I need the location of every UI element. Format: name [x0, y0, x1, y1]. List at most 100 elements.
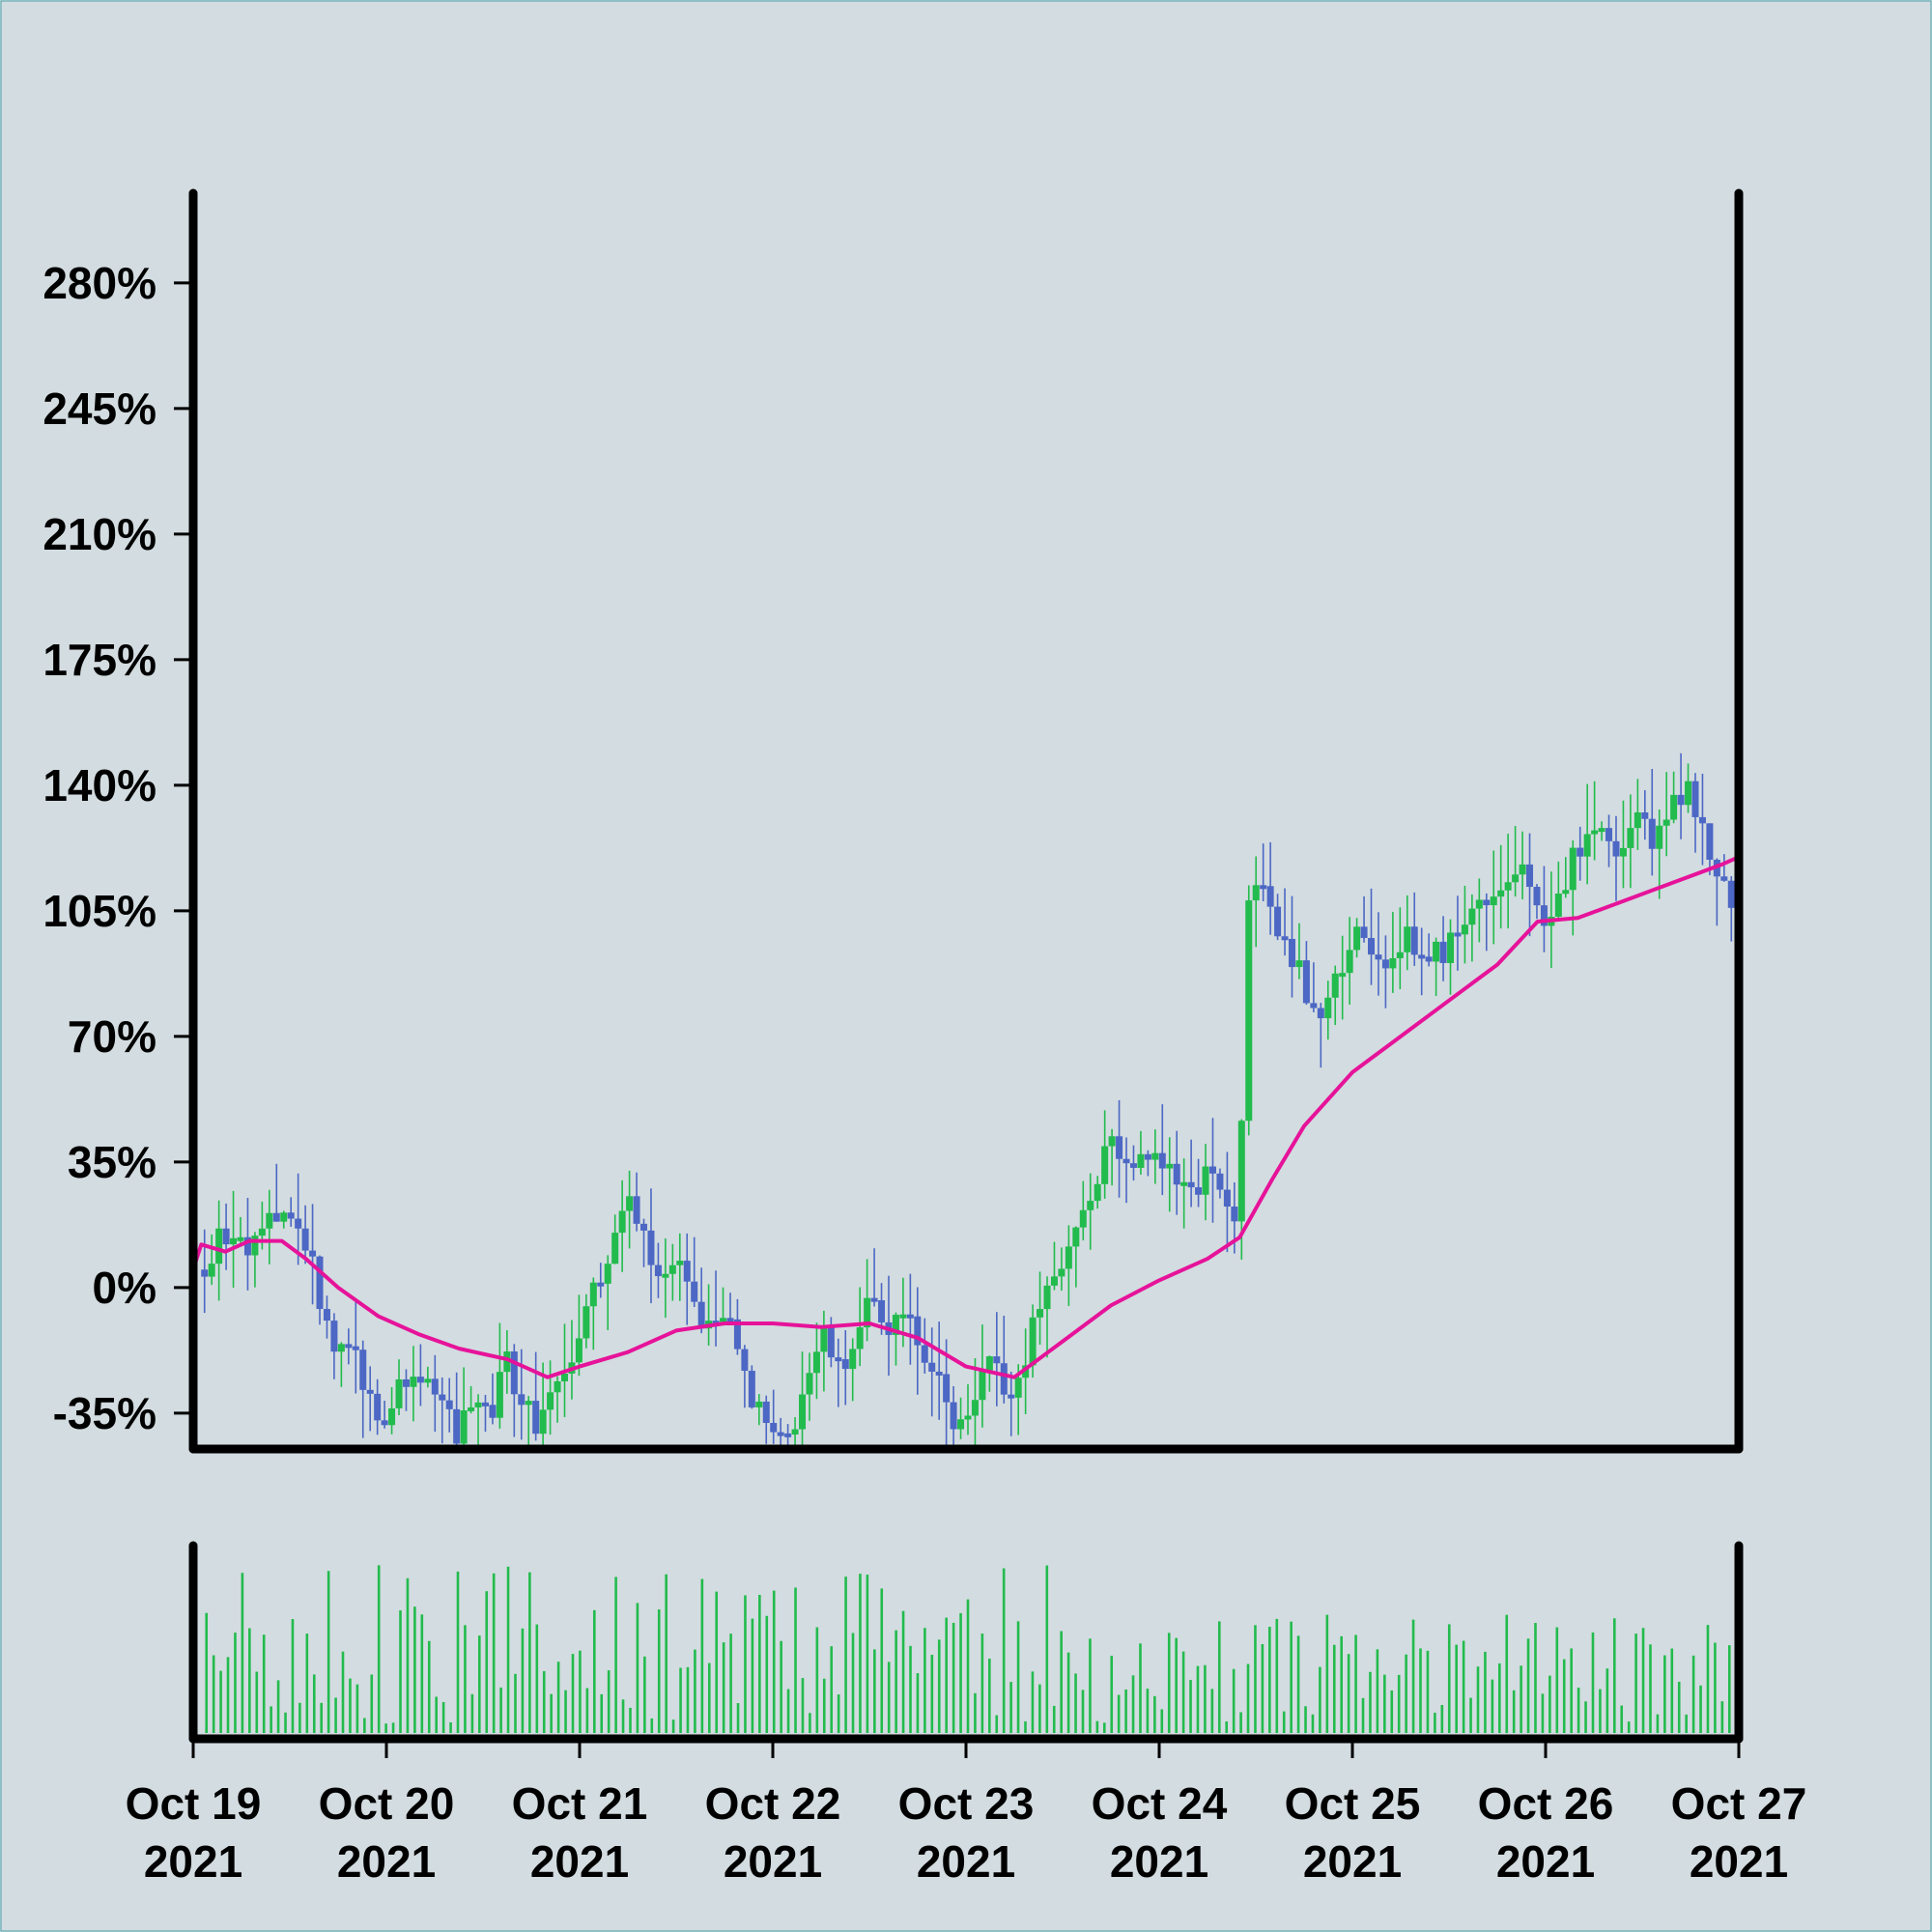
candle-body	[1050, 1276, 1058, 1286]
candle-body	[1137, 1153, 1145, 1168]
volume-bar	[786, 1689, 790, 1733]
volume-bar	[1045, 1565, 1049, 1733]
volume-bar	[535, 1624, 539, 1733]
volume-bar	[1024, 1720, 1027, 1733]
volume-bar	[851, 1633, 855, 1733]
volume-bar	[1383, 1674, 1386, 1733]
volume-bar	[255, 1671, 259, 1733]
volume-bar	[1369, 1671, 1372, 1733]
candle-body	[1065, 1246, 1072, 1269]
volume-bar	[1714, 1642, 1717, 1733]
volume-bar	[341, 1651, 345, 1733]
candle-body	[1029, 1317, 1037, 1366]
candle-body	[1295, 960, 1303, 968]
volume-bar	[1175, 1637, 1178, 1733]
volume-bar	[1512, 1690, 1516, 1733]
candle-body	[812, 1351, 820, 1374]
candle-body	[985, 1356, 993, 1372]
volume-bar	[614, 1577, 617, 1733]
candle-body	[1670, 794, 1678, 820]
candle-body	[243, 1236, 251, 1256]
candle-body	[402, 1378, 410, 1387]
volume-bar	[556, 1662, 560, 1733]
candle-body	[597, 1282, 605, 1287]
volume-bar	[636, 1603, 639, 1733]
volume-bar	[988, 1658, 991, 1733]
volume-bar	[1649, 1644, 1652, 1733]
candle-body	[1237, 1121, 1245, 1222]
candle-body	[1569, 847, 1577, 891]
candle-body	[1058, 1268, 1065, 1277]
candle-body	[1346, 950, 1353, 974]
candle-body	[445, 1400, 453, 1409]
volume-bar	[349, 1678, 352, 1733]
candle-body	[1266, 886, 1274, 907]
x-tick-label-date: Oct 21	[512, 1778, 648, 1829]
y-tick-label: 0%	[93, 1263, 156, 1313]
candle-body	[352, 1346, 359, 1350]
volume-bar	[1498, 1662, 1501, 1733]
volume-bar	[780, 1640, 782, 1733]
candle-body	[1727, 880, 1735, 908]
candle-body	[345, 1344, 353, 1349]
volume-bar	[1634, 1634, 1637, 1733]
volume-bar	[499, 1687, 502, 1733]
volume-bar	[1620, 1705, 1624, 1733]
volume-bar	[1009, 1682, 1012, 1733]
volume-bar	[1397, 1674, 1401, 1733]
volume-bar	[571, 1654, 575, 1733]
candle-body	[1252, 885, 1260, 901]
volume-bar	[665, 1574, 668, 1733]
volume-bar	[1663, 1655, 1666, 1733]
volume-bar	[1491, 1679, 1494, 1733]
candle-body	[1404, 926, 1411, 952]
volume-bar	[234, 1633, 237, 1733]
volume-bar	[363, 1718, 366, 1733]
volume-bar	[592, 1609, 596, 1733]
candle-body	[374, 1393, 382, 1421]
x-tick-label-date: Oct 27	[1671, 1778, 1807, 1829]
candle-body	[1418, 954, 1426, 959]
volume-bar	[1562, 1659, 1566, 1733]
volume-bar	[1254, 1625, 1257, 1733]
volume-bar	[1095, 1720, 1099, 1733]
candle-body	[1634, 811, 1641, 829]
y-tick-label: 280%	[43, 258, 156, 308]
volume-bar	[1605, 1668, 1609, 1733]
volume-bar	[1074, 1673, 1077, 1733]
candle-body	[1317, 1008, 1324, 1019]
volume-bar	[1548, 1675, 1551, 1733]
volume-bar	[1290, 1621, 1293, 1733]
volume-bar	[715, 1591, 719, 1733]
candle-body	[309, 1250, 317, 1257]
volume-bar	[1405, 1654, 1407, 1733]
volume-bar	[355, 1684, 359, 1733]
candle-body	[1108, 1136, 1116, 1147]
volume-bar	[694, 1649, 696, 1733]
volume-bar	[1656, 1714, 1660, 1733]
volume-bar	[212, 1655, 215, 1733]
volume-bar	[1727, 1645, 1731, 1733]
volume-bar	[866, 1575, 869, 1733]
candle-body	[215, 1228, 223, 1264]
volume-bar	[722, 1642, 725, 1733]
candle-body	[1698, 816, 1706, 824]
volume-bar	[1627, 1721, 1631, 1733]
candle-body	[395, 1378, 403, 1408]
candle-body	[337, 1344, 345, 1352]
volume-bar	[707, 1662, 711, 1733]
candle-body	[1288, 938, 1295, 968]
candle-body	[1245, 900, 1253, 1122]
candle-body	[280, 1212, 288, 1222]
candle-body	[1166, 1163, 1174, 1169]
candle-body	[899, 1314, 907, 1319]
volume-bar	[859, 1574, 862, 1733]
candle-body	[532, 1401, 540, 1435]
volume-bar	[1311, 1714, 1315, 1733]
candle-body	[1122, 1158, 1130, 1164]
candle-body	[697, 1301, 705, 1329]
volume-bar	[1641, 1628, 1645, 1733]
candle-body	[1231, 1207, 1238, 1222]
volume-bar	[427, 1640, 431, 1733]
volume-bar	[528, 1572, 531, 1733]
